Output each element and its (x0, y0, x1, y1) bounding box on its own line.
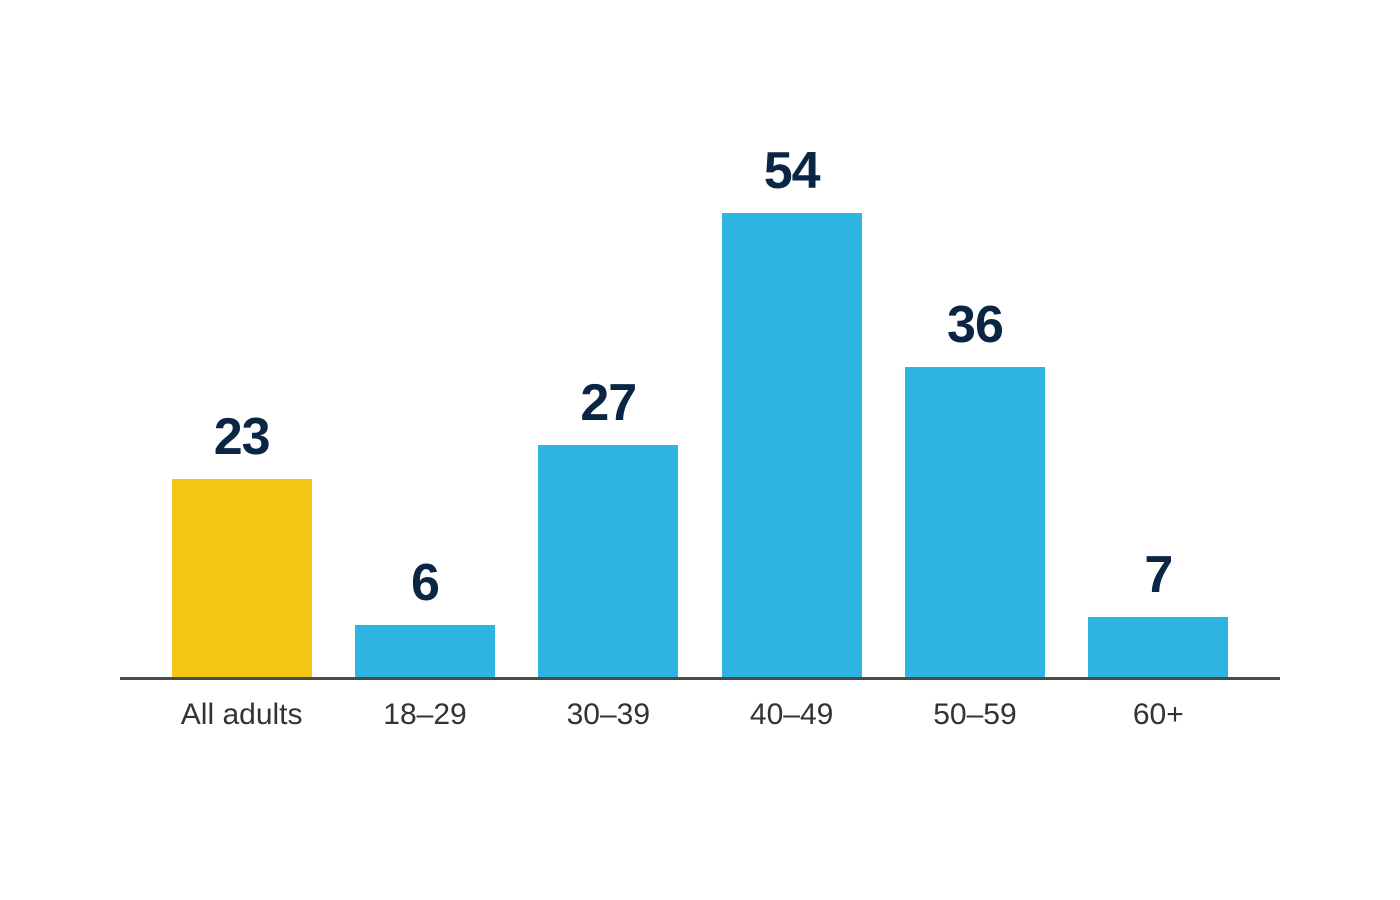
bar-value-3: 54 (764, 141, 820, 201)
bar-label-4: 50–59 (900, 698, 1050, 732)
bar-chart: 23 6 27 54 36 7 All adults 18–29 30–39 4… (100, 100, 1300, 800)
bar-label-5: 60+ (1083, 698, 1233, 732)
bars-area: 23 6 27 54 36 7 (120, 140, 1280, 680)
bar-5 (1088, 617, 1228, 677)
bar-value-4: 36 (947, 295, 1003, 355)
bar-group-3: 54 (717, 141, 867, 677)
bar-value-5: 7 (1144, 545, 1172, 605)
bar-group-2: 27 (533, 373, 683, 677)
bar-value-1: 6 (411, 553, 439, 613)
bar-label-1: 18–29 (350, 698, 500, 732)
bar-2 (538, 445, 678, 677)
bar-value-2: 27 (580, 373, 636, 433)
bar-group-1: 6 (350, 553, 500, 677)
bar-group-5: 7 (1083, 545, 1233, 677)
labels-area: All adults 18–29 30–39 40–49 50–59 60+ (120, 680, 1280, 732)
bar-group-0: 23 (167, 407, 317, 677)
bar-label-3: 40–49 (717, 698, 867, 732)
bar-4 (905, 367, 1045, 677)
bar-3 (722, 213, 862, 677)
bar-label-2: 30–39 (533, 698, 683, 732)
bar-1 (355, 625, 495, 677)
bar-0 (172, 479, 312, 677)
bar-label-0: All adults (167, 698, 317, 732)
bar-group-4: 36 (900, 295, 1050, 677)
bar-value-0: 23 (214, 407, 270, 467)
